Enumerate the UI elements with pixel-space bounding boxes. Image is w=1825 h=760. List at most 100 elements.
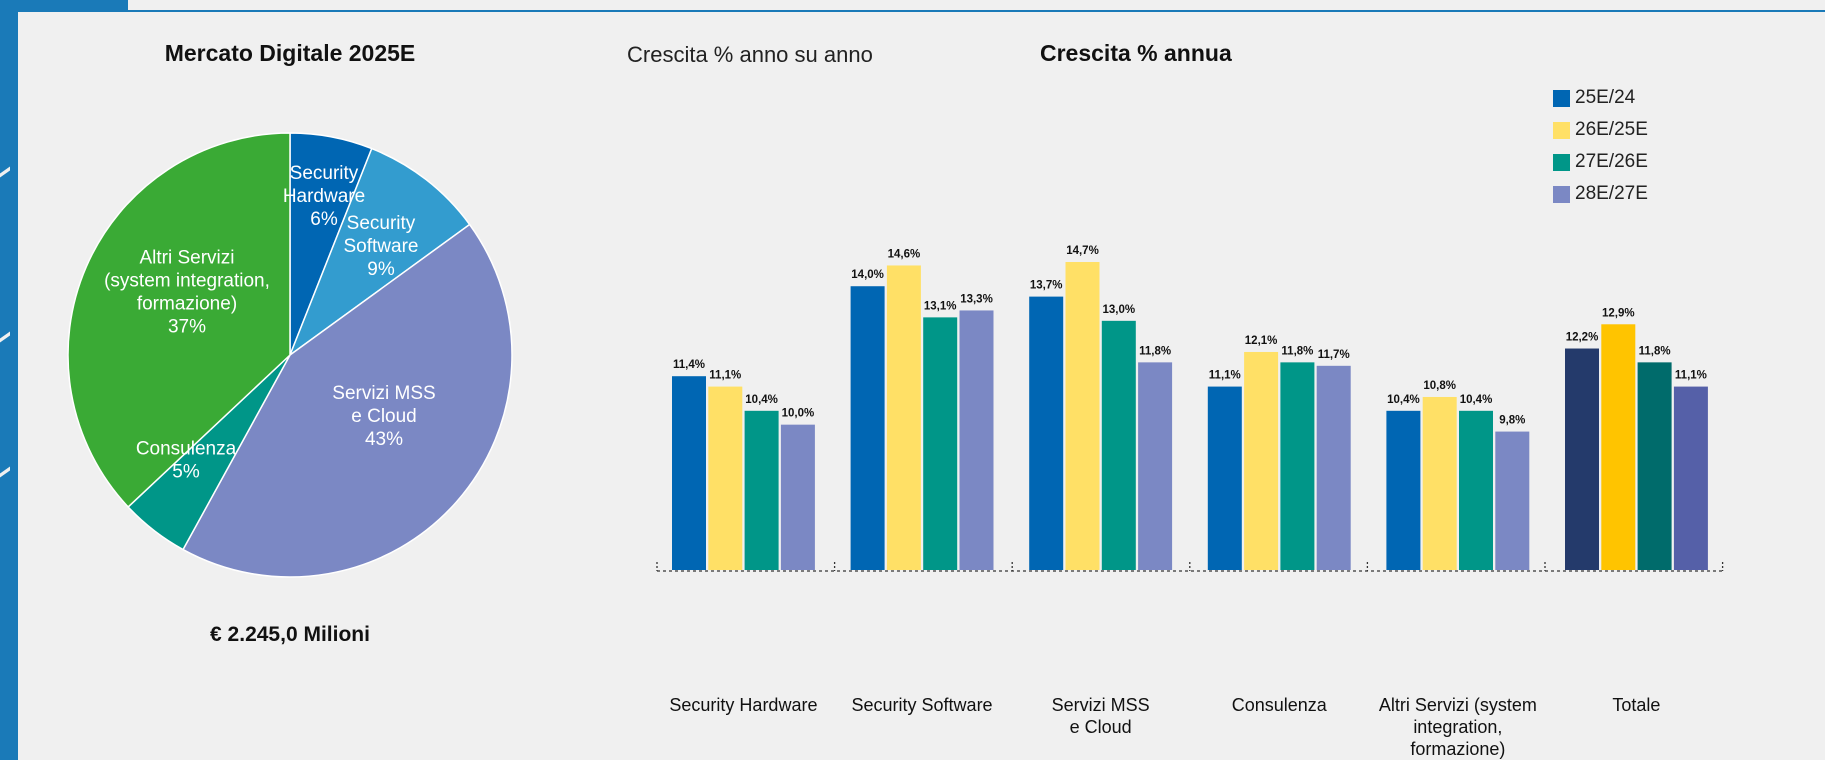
bar-value-label: 11,1% — [1209, 370, 1241, 382]
bar-value-label: 13,7% — [1030, 280, 1063, 292]
bar-value-label: 10,0% — [782, 408, 815, 420]
category-label: Altri Servizi (system integration, formaz… — [1368, 694, 1548, 760]
category-label-line: e Cloud — [1069, 717, 1132, 737]
legend-item: 25E/24 — [1553, 82, 1648, 114]
bar-value-label: 10,4% — [1460, 394, 1493, 406]
pie-slice-label: Security — [290, 163, 359, 184]
frame-notch — [0, 166, 10, 178]
category-label: Totale — [1546, 694, 1726, 716]
pie-slice-label: 43% — [365, 429, 403, 450]
top-frame-line — [128, 10, 1825, 12]
bar — [1065, 262, 1100, 570]
pie-slice-label: e Cloud — [351, 406, 417, 427]
pie-slice-label: Software — [344, 236, 419, 257]
category-label: Servizi MSS e Cloud — [1011, 694, 1191, 738]
bar — [850, 286, 885, 570]
bar — [744, 410, 779, 570]
legend-label: 25E/24 — [1575, 87, 1636, 108]
bar — [708, 386, 743, 570]
category-label-line: Totale — [1612, 695, 1661, 715]
pie-slice-label: 9% — [367, 259, 395, 280]
frame-notch — [0, 466, 10, 478]
bar-value-label: 14,0% — [851, 269, 884, 281]
bar-value-label: 10,4% — [745, 394, 778, 406]
category-label: Security Hardware — [653, 694, 833, 716]
legend-item: 28E/27E — [1553, 178, 1648, 210]
pie-slice-label: 6% — [310, 209, 338, 230]
bar — [1459, 410, 1493, 570]
bar — [1101, 320, 1136, 570]
legend-label: 28E/27E — [1575, 183, 1648, 204]
pie-slice-label: Consulenza — [136, 439, 237, 460]
bar-value-label: 11,1% — [709, 370, 741, 382]
bar — [1280, 362, 1315, 570]
pie-slice-label: Servizi MSS — [332, 383, 435, 404]
bar — [1565, 348, 1599, 570]
top-frame-block — [0, 0, 128, 12]
bar-value-label: 12,1% — [1245, 335, 1278, 347]
bar-value-label: 12,2% — [1566, 332, 1599, 344]
bar-value-label: 14,6% — [888, 248, 921, 260]
bar-value-label: 11,8% — [1639, 345, 1671, 357]
bar-value-label: 11,8% — [1281, 345, 1313, 357]
bar — [1316, 365, 1351, 570]
bar — [1244, 351, 1279, 570]
category-label-line: Consulenza — [1231, 695, 1327, 715]
legend-item: 27E/26E — [1553, 146, 1648, 178]
bar — [1495, 431, 1530, 570]
bar-chart-subtitle: Crescita % anno su anno — [627, 42, 873, 67]
bar-value-label: 11,7% — [1318, 349, 1350, 361]
bar — [959, 310, 994, 570]
bar-value-label: 14,7% — [1066, 245, 1099, 257]
pie-slice — [67, 132, 291, 509]
bar — [1029, 296, 1064, 570]
bar-value-label: 10,4% — [1387, 394, 1420, 406]
legend-swatch — [1553, 89, 1570, 107]
frame-notch — [0, 331, 10, 343]
bar-value-label: 10,8% — [1423, 380, 1456, 392]
category-label-line: Security Software — [851, 695, 993, 715]
bar — [1422, 396, 1457, 570]
pie-slice-label: 5% — [172, 462, 200, 483]
top-frame — [0, 0, 1825, 12]
category-label-line: integration, formazione) — [1410, 717, 1506, 759]
market-total: € 2.245,0 Milioni — [210, 623, 370, 646]
bar-value-label: 9,8% — [1499, 415, 1525, 427]
legend-swatch — [1553, 121, 1570, 139]
category-label: Security Software — [832, 694, 1012, 716]
bar — [1386, 410, 1421, 570]
bar-chart-title: Crescita % annua — [1040, 40, 1232, 66]
pie-slice-label: formazione) — [137, 294, 237, 315]
legend-item: 26E/25E — [1553, 114, 1648, 146]
pie-slice-label: Security — [347, 213, 416, 234]
bar-value-label: 12,9% — [1602, 307, 1635, 319]
category-label-line: Altri Servizi (system — [1378, 695, 1537, 715]
bar-value-label: 13,0% — [1102, 304, 1135, 316]
pie-slice — [288, 147, 471, 358]
bar — [923, 317, 958, 570]
left-frame — [0, 0, 18, 760]
pie-slice-label: Hardware — [283, 186, 365, 207]
bar — [1138, 362, 1173, 570]
bar-value-label: 11,8% — [1139, 345, 1171, 357]
bar — [1637, 362, 1672, 570]
legend-label: 26E/25E — [1575, 119, 1648, 140]
pie-slice-label: 37% — [168, 317, 206, 338]
category-label-line: Servizi MSS — [1051, 695, 1150, 715]
legend: 25E/24 26E/25E 27E/26E 28E/27E — [1553, 82, 1648, 210]
legend-label: 27E/26E — [1575, 151, 1648, 172]
pie-slice-label: Altri Servizi — [139, 248, 234, 269]
pie-slice-label: (system integration, — [104, 271, 270, 292]
bar — [780, 424, 815, 570]
bar-value-label: 13,3% — [960, 293, 993, 305]
legend-swatch — [1553, 185, 1570, 203]
category-label-line: Security Hardware — [669, 695, 818, 715]
pie-slice — [182, 223, 513, 578]
bar — [1207, 386, 1242, 570]
pie-chart-title: Mercato Digitale 2025E — [164, 40, 416, 66]
legend-swatch — [1553, 153, 1570, 171]
bar — [672, 376, 706, 570]
bar — [1673, 386, 1708, 570]
bar-value-label: 13,1% — [924, 300, 957, 312]
